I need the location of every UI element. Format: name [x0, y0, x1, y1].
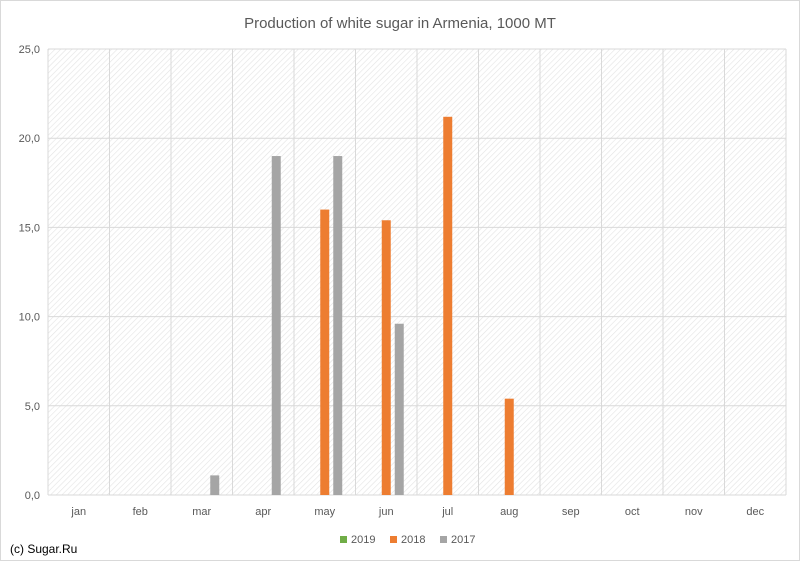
legend-label-2019: 2019: [351, 534, 375, 546]
bar-2018-jun: [381, 220, 391, 495]
x-tick-label: jul: [441, 506, 453, 518]
bar-2017-apr: [271, 156, 281, 496]
x-tick-label: mar: [192, 506, 211, 518]
bar-2018-jul: [443, 116, 453, 496]
y-tick-label: 15,0: [19, 222, 40, 234]
x-tick-label: may: [314, 506, 335, 518]
x-tick-label: nov: [685, 506, 703, 518]
x-tick-label: feb: [133, 506, 148, 518]
x-tick-label: dec: [746, 506, 764, 518]
x-tick-label: aug: [500, 506, 518, 518]
y-tick-label: 20,0: [19, 133, 40, 145]
bar-2018-aug: [504, 398, 514, 495]
bar-2018-may: [320, 209, 330, 495]
legend-swatch-2018: [390, 536, 397, 543]
legend: 2019 2018 2017: [340, 534, 475, 546]
y-axis-ticks: 0,0 5,0 10,0 15,0 20,0 25,0: [19, 44, 40, 502]
x-tick-label: jan: [70, 506, 86, 518]
y-tick-label: 0,0: [25, 490, 40, 502]
bar-2017-mar: [210, 475, 220, 495]
chart-title: Production of white sugar in Armenia, 10…: [244, 15, 556, 32]
legend-label-2017: 2017: [451, 534, 475, 546]
x-axis-ticks: jan feb mar apr may jun jul aug sep oct nov dec: [70, 506, 764, 518]
x-tick-label: jun: [378, 506, 394, 518]
y-tick-label: 10,0: [19, 312, 40, 324]
legend-swatch-2017: [440, 536, 447, 543]
y-tick-label: 5,0: [25, 401, 40, 413]
x-tick-label: sep: [562, 506, 580, 518]
legend-label-2018: 2018: [401, 534, 425, 546]
legend-swatch-2019: [340, 536, 347, 543]
x-tick-label: apr: [255, 506, 271, 518]
x-tick-label: oct: [625, 506, 640, 518]
watermark: (c) Sugar.Ru: [10, 542, 77, 556]
bar-2017-jun: [394, 323, 404, 495]
y-tick-label: 25,0: [19, 44, 40, 56]
bar-2017-may: [333, 156, 343, 496]
bars: [210, 116, 514, 496]
gridlines: [47, 48, 787, 496]
